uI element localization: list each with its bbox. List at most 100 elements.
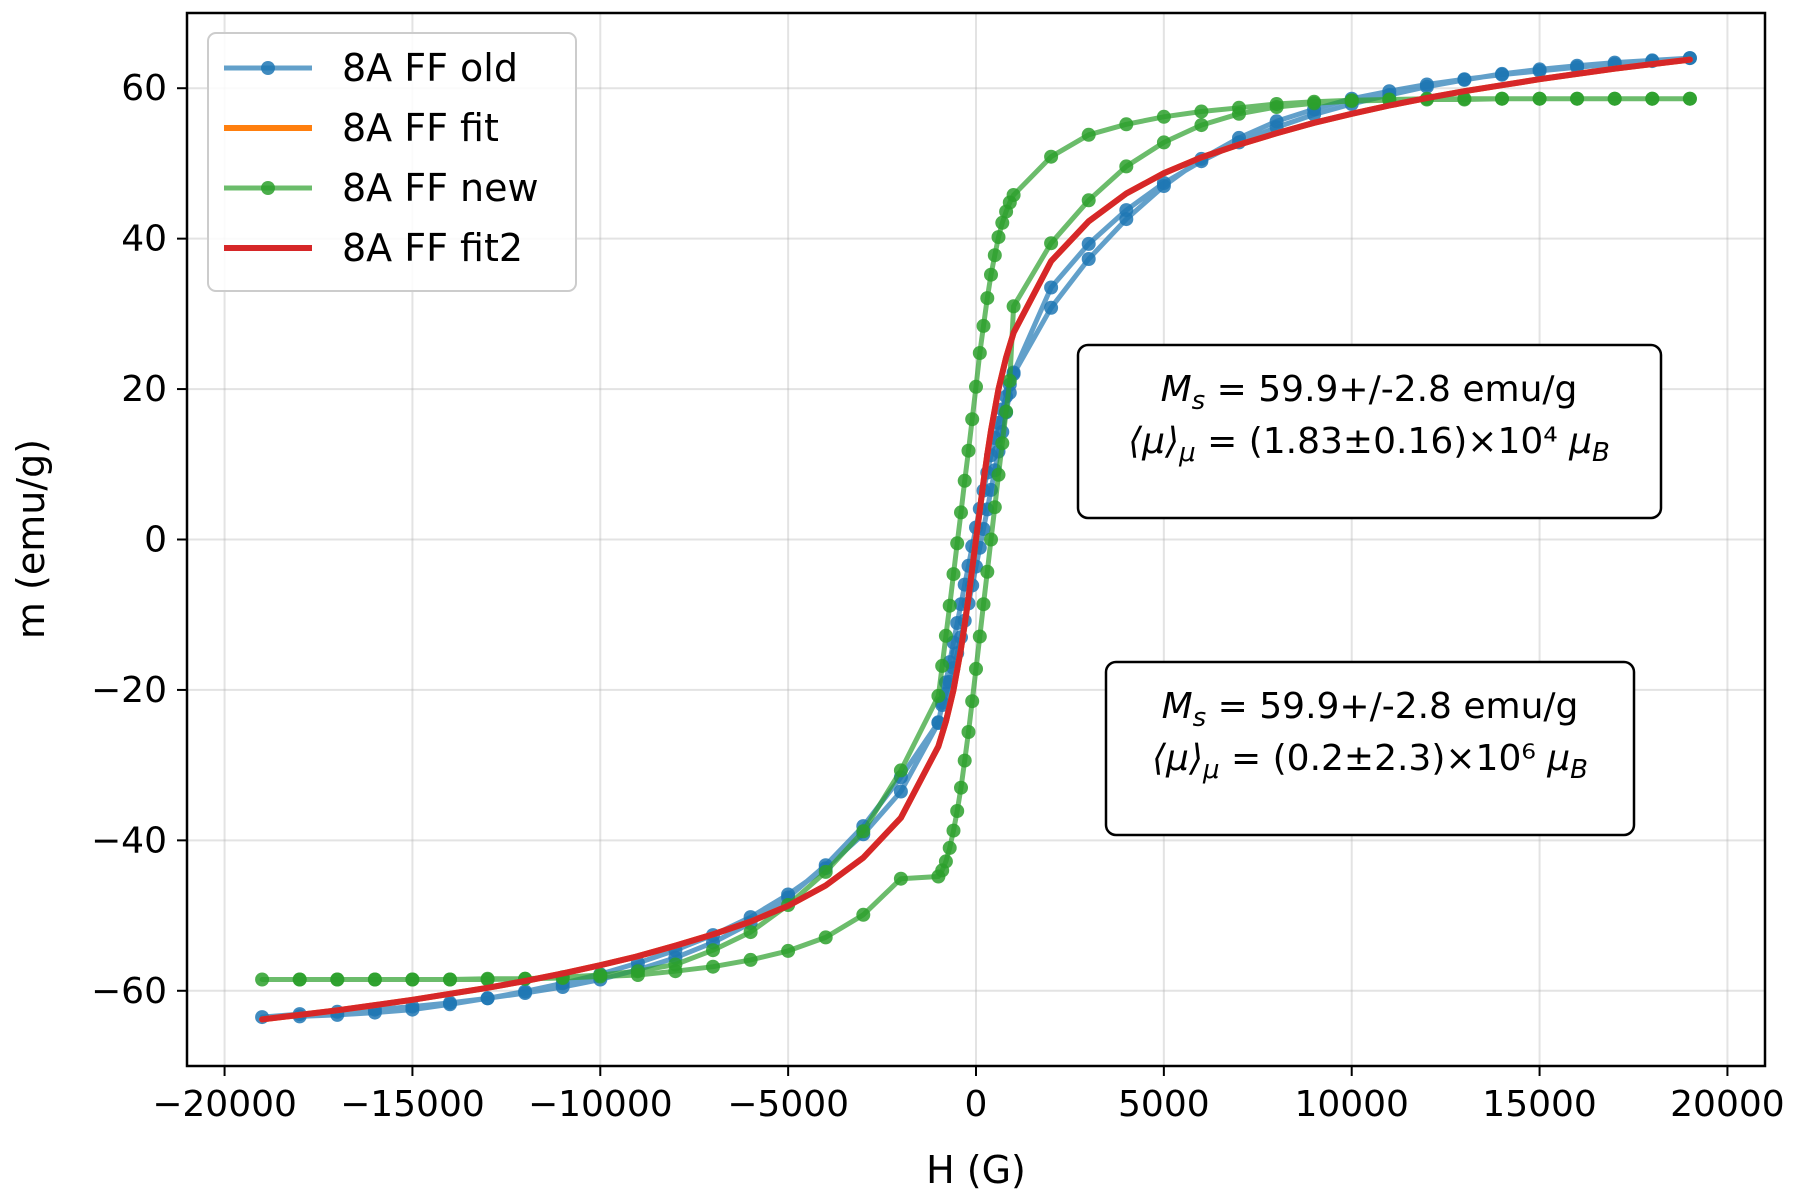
- annotation-box-2: Ms = 59.9+/-2.8 emu/g ⟨μ⟩μ = (0.2±2.3)×10…: [1104, 660, 1636, 837]
- data-point: [938, 854, 953, 869]
- data-point: [1682, 91, 1697, 106]
- data-point: [1570, 91, 1585, 106]
- data-point: [1495, 91, 1509, 106]
- data-point: [965, 694, 980, 709]
- data-point: [593, 969, 608, 984]
- data-point: [969, 379, 983, 394]
- data-point: [991, 467, 1006, 482]
- annotation-box-1: Ms = 59.9+/-2.8 emu/g ⟨μ⟩μ = (1.83±0.16)×…: [1076, 343, 1663, 520]
- legend-label: 8A FF fit2: [342, 226, 523, 270]
- data-point: [743, 925, 758, 940]
- data-point: [1457, 92, 1472, 107]
- data-point: [330, 972, 345, 987]
- data-point: [1607, 91, 1622, 106]
- data-point: [961, 443, 976, 458]
- data-point: [1419, 79, 1434, 94]
- data-point: [630, 968, 645, 982]
- data-point: [443, 972, 457, 987]
- data-point: [946, 567, 961, 582]
- data-point: [950, 536, 965, 551]
- data-point: [954, 780, 968, 795]
- data-point: [743, 952, 758, 967]
- series-8a-ff-new: [255, 91, 1697, 987]
- x-axis-label: H (G): [926, 1148, 1026, 1192]
- data-point: [1232, 106, 1246, 121]
- data-point: [818, 864, 833, 879]
- data-point: [781, 943, 796, 958]
- y-tick-label: 0: [144, 520, 167, 561]
- x-tick-label: −20000: [152, 1084, 297, 1125]
- data-point: [893, 871, 908, 886]
- data-point: [999, 204, 1014, 219]
- data-point: [1156, 135, 1171, 150]
- data-point: [946, 823, 961, 838]
- data-point: [954, 505, 968, 520]
- y-tick-label: −40: [91, 820, 167, 861]
- data-point: [1307, 107, 1322, 122]
- data-point: [1194, 118, 1209, 133]
- data-point: [942, 840, 957, 855]
- data-point: [1081, 236, 1096, 251]
- data-point: [1194, 104, 1209, 119]
- data-point: [1081, 127, 1096, 142]
- x-tick-label: 10000: [1294, 1084, 1409, 1125]
- data-point: [969, 661, 983, 676]
- data-point: [942, 598, 957, 613]
- series-layer: [255, 51, 1697, 1025]
- data-point: [1044, 300, 1059, 315]
- data-point: [1570, 58, 1585, 73]
- data-point: [1532, 91, 1547, 106]
- data-point: [1645, 91, 1660, 106]
- data-point: [856, 824, 871, 839]
- y-tick-label: −20: [91, 670, 167, 711]
- legend-box: [207, 32, 577, 292]
- legend-label: 8A FF fit: [342, 106, 499, 150]
- data-point: [818, 930, 833, 945]
- data-point: [984, 532, 998, 547]
- data-point: [995, 215, 1010, 230]
- data-point: [957, 473, 972, 488]
- x-tick-label: 15000: [1482, 1084, 1597, 1125]
- annotation-line-mu: ⟨μ⟩μ = (0.2±2.3)×10⁶ μB: [1152, 738, 1588, 785]
- x-tick-label: 0: [965, 1084, 988, 1125]
- data-point: [984, 267, 998, 282]
- data-point: [976, 318, 991, 333]
- data-point: [965, 412, 980, 427]
- data-point: [972, 346, 987, 360]
- legend-label: 8A FF old: [342, 46, 518, 90]
- data-point: [1044, 236, 1059, 251]
- legend-marker: [261, 61, 275, 75]
- series-line-8a-ff-fit2: [259, 56, 1693, 1023]
- x-tick-label: −10000: [528, 1084, 673, 1125]
- annotations: Ms = 59.9+/-2.8 emu/g ⟨μ⟩μ = (1.83±0.16)×…: [1076, 343, 1663, 837]
- x-tick-label: −5000: [727, 1084, 849, 1125]
- legend-label: 8A FF new: [342, 166, 539, 210]
- y-tick-label: 20: [121, 369, 167, 410]
- data-point: [1269, 100, 1284, 114]
- data-point: [980, 564, 995, 579]
- data-point: [1002, 373, 1017, 388]
- annotation-frame: [1104, 660, 1636, 837]
- data-point: [980, 291, 995, 306]
- data-point: [706, 943, 720, 958]
- data-point: [1006, 299, 1021, 314]
- data-point: [893, 784, 908, 799]
- data-point: [999, 404, 1014, 419]
- data-point: [668, 964, 683, 979]
- data-point: [1495, 66, 1509, 81]
- legend-marker: [261, 181, 275, 195]
- data-point: [987, 500, 1002, 515]
- data-point: [1307, 96, 1322, 111]
- data-point: [480, 972, 495, 987]
- data-point: [893, 763, 908, 778]
- data-point: [706, 959, 720, 974]
- ticks: −20000 −15000 −10000 −5000 0 5000 10000 15000 20…: [91, 68, 1785, 1125]
- data-point: [961, 725, 976, 739]
- x-tick-label: 20000: [1670, 1084, 1785, 1125]
- data-point: [255, 972, 270, 987]
- annotation-line-ms: Ms = 59.9+/-2.8 emu/g: [1161, 369, 1578, 416]
- x-tick-label: −15000: [340, 1084, 485, 1125]
- data-point: [1119, 117, 1134, 132]
- data-point: [972, 629, 987, 644]
